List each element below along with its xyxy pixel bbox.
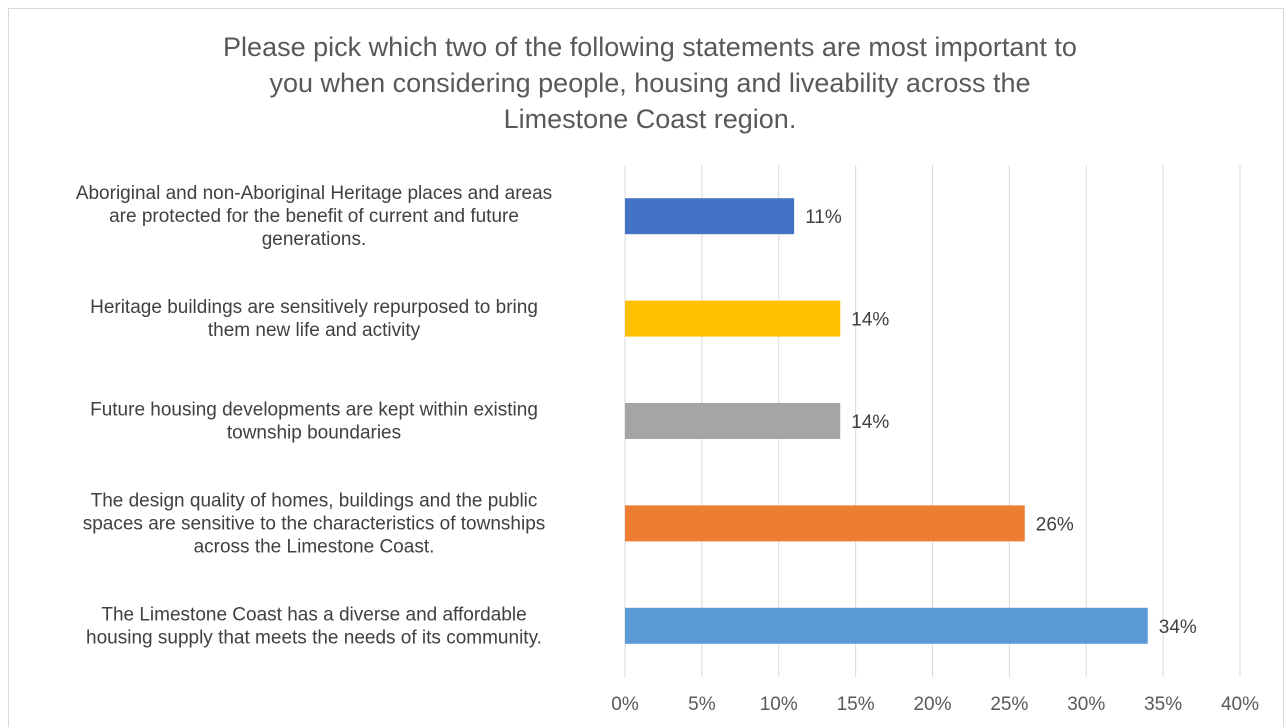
bar-value-label: 26% xyxy=(1036,514,1074,535)
category-label-line: Aboriginal and non-Aboriginal Heritage p… xyxy=(76,183,552,204)
bar-value-label: 34% xyxy=(1159,617,1197,638)
chart-frame xyxy=(8,8,1284,727)
category-label-line: spaces are sensitive to the characterist… xyxy=(83,513,546,534)
bar xyxy=(625,300,841,337)
category-label-line: across the Limestone Coast. xyxy=(194,536,435,557)
x-tick-label: 30% xyxy=(1067,694,1105,715)
x-tick-label: 20% xyxy=(913,694,951,715)
category-label-line: housing supply that meets the needs of i… xyxy=(86,627,542,648)
bar-value-label: 14% xyxy=(851,412,889,433)
x-tick-label: 5% xyxy=(688,694,716,715)
chart-title-line: Please pick which two of the following s… xyxy=(223,32,1077,62)
bar-value-label: 14% xyxy=(851,310,889,331)
category-label-line: Heritage buildings are sensitively repur… xyxy=(90,297,538,318)
x-tick-label: 35% xyxy=(1144,694,1182,715)
x-tick-label: 40% xyxy=(1221,694,1259,715)
bar xyxy=(625,403,841,439)
x-tick-label: 25% xyxy=(990,694,1028,715)
bar xyxy=(625,505,1025,542)
category-label-line: township boundaries xyxy=(227,423,401,444)
category-label-line: The design quality of homes, buildings a… xyxy=(91,490,538,511)
category-label-line: Future housing developments are kept wit… xyxy=(90,400,538,421)
bar xyxy=(625,607,1148,644)
category-label-line: them new life and activity xyxy=(208,320,421,341)
category-label-line: are protected for the benefit of current… xyxy=(109,206,519,227)
chart-title-line: Limestone Coast region. xyxy=(504,104,797,134)
x-tick-label: 10% xyxy=(760,694,798,715)
bars: 11% 14% 14% 26% 34% xyxy=(625,198,1197,644)
chart-title: Please pick which two of the following s… xyxy=(223,32,1077,134)
category-label-line: generations. xyxy=(262,229,367,250)
category-label-line: The Limestone Coast has a diverse and af… xyxy=(101,604,526,625)
chart-title-line: you when considering people, housing and… xyxy=(270,68,1031,98)
x-axis-ticks: 0% 5% 10% 15% 20% 25% 30% 35% 40% xyxy=(611,694,1259,715)
category-labels: Aboriginal and non-Aboriginal Heritage p… xyxy=(76,183,552,648)
x-tick-label: 0% xyxy=(611,694,639,715)
x-tick-label: 15% xyxy=(837,694,875,715)
bar-value-label: 11% xyxy=(805,207,842,228)
bar xyxy=(625,198,795,235)
